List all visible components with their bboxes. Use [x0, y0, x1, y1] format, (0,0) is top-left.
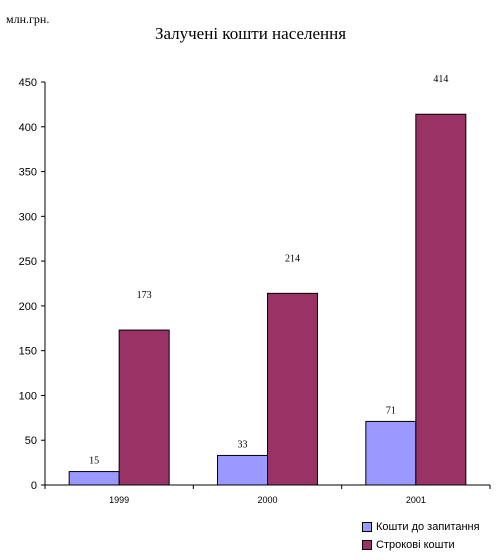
y-tick-label: 300: [19, 211, 37, 223]
y-tick-label: 200: [19, 301, 37, 313]
y-tick-label: 450: [19, 77, 37, 89]
y-tick-label: 50: [25, 435, 37, 447]
data-label: 414: [433, 74, 448, 85]
legend-item-term: Строкові кошти: [362, 536, 480, 554]
y-tick-label: 150: [19, 346, 37, 358]
bar: [415, 113, 467, 486]
y-tick-label: 400: [19, 122, 37, 134]
y-tick-label: 250: [19, 256, 37, 268]
bar: [365, 420, 417, 486]
legend-swatch-demand: [362, 522, 372, 532]
bar: [267, 292, 318, 486]
legend-label-demand: Кошти до запитання: [376, 521, 480, 533]
x-tick-label: 2001: [406, 495, 426, 505]
y-tick-label: 0: [31, 480, 37, 492]
chart-title: Залучені кошти населення: [154, 24, 347, 43]
legend-label-term: Строкові кошти: [376, 539, 455, 551]
y-tick-label: 100: [19, 390, 37, 402]
legend-swatch-term: [362, 540, 372, 550]
data-label: 173: [137, 290, 152, 301]
data-label: 33: [238, 439, 248, 450]
legend: Кошти до запитання Строкові кошти: [362, 518, 480, 554]
legend-item-demand: Кошти до запитання: [362, 518, 480, 536]
bar: [68, 471, 120, 486]
data-label: 71: [386, 405, 396, 416]
x-tick-label: 2000: [257, 495, 277, 505]
data-label: 15: [89, 456, 99, 467]
x-tick-label: 1999: [109, 495, 129, 505]
bar: [217, 454, 268, 486]
bar: [118, 329, 170, 486]
y-tick-label: 350: [19, 167, 37, 179]
data-label: 214: [285, 253, 300, 264]
unit-label: млн.грн.: [6, 12, 50, 26]
